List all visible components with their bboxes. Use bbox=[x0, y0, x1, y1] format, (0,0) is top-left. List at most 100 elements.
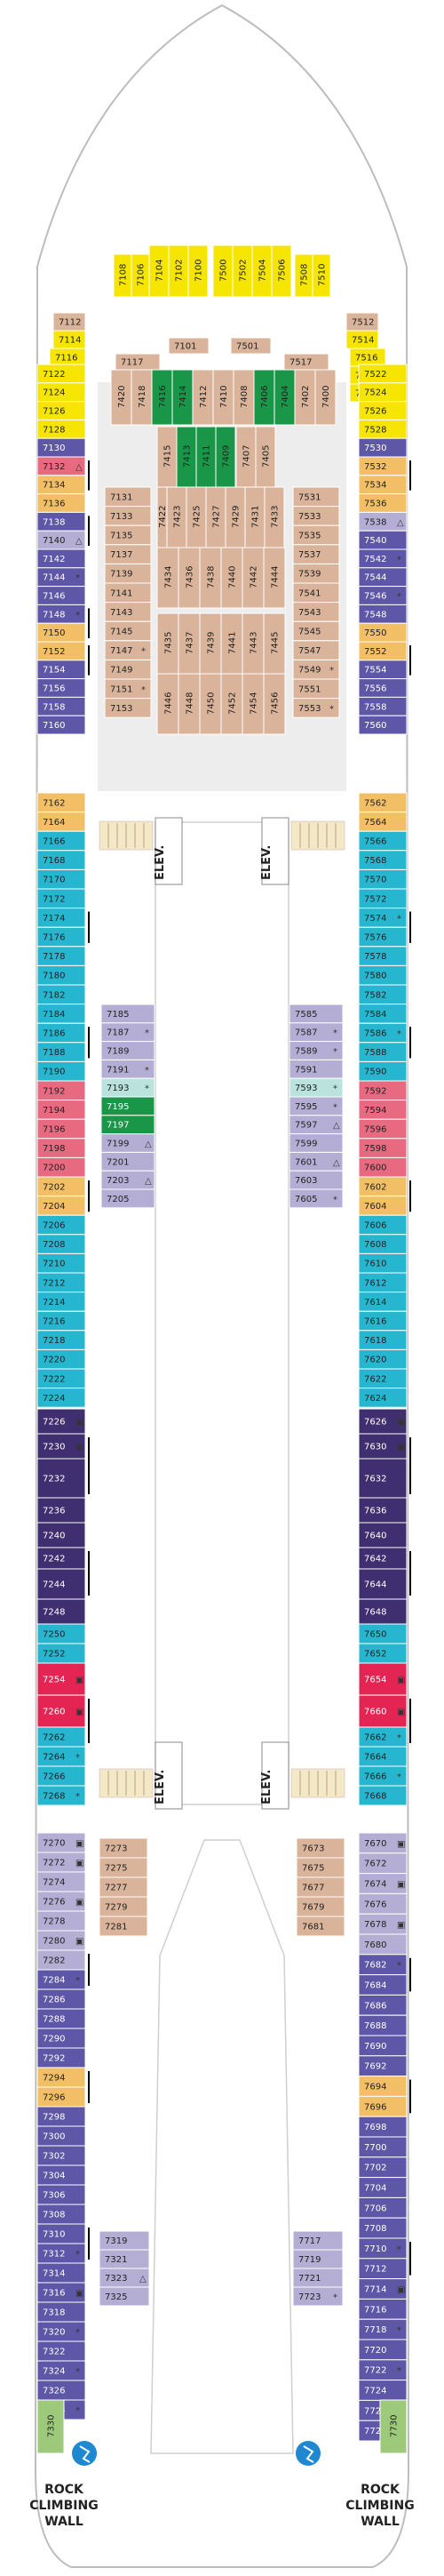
cabin-block[interactable] bbox=[100, 1188, 155, 1209]
cabin-7650[interactable]: 7650 bbox=[358, 1623, 408, 1644]
cabin-7593[interactable]: 7593 * bbox=[289, 1077, 344, 1098]
cabin-7702[interactable]: 7702 bbox=[358, 2156, 408, 2179]
cabin-7404[interactable]: 7404 bbox=[274, 369, 296, 426]
cabin-7100[interactable]: 7100 bbox=[187, 244, 209, 298]
cabin-7588[interactable]: 7588 bbox=[358, 1042, 408, 1062]
cabin-7636[interactable]: 7636 bbox=[358, 1497, 408, 1524]
cabin-7168[interactable]: 7168 bbox=[36, 850, 86, 870]
cabin-7144[interactable]: 7144 * bbox=[36, 567, 86, 588]
cabin-7508[interactable]: 7508 bbox=[294, 253, 313, 298]
cabin-7224[interactable]: 7224 bbox=[36, 1388, 86, 1408]
cabin-7199[interactable]: 7199 △ bbox=[100, 1133, 155, 1153]
cabin-block[interactable] bbox=[358, 1598, 408, 1625]
cabin-7534[interactable]: 7534 bbox=[358, 475, 408, 495]
cabin-7302[interactable]: 7302 bbox=[36, 2145, 86, 2166]
cabin-7514[interactable]: 7514 bbox=[345, 330, 379, 349]
cabin-block[interactable] bbox=[36, 715, 86, 735]
cabin-block[interactable] bbox=[379, 2399, 408, 2454]
cabin-7690[interactable]: 7690 bbox=[358, 2035, 408, 2057]
cabin-7106[interactable]: 7106 bbox=[131, 253, 150, 298]
cabin-block[interactable] bbox=[292, 698, 340, 718]
cabin-7204[interactable]: 7204 bbox=[36, 1196, 86, 1216]
cabin-7544[interactable]: 7544 bbox=[358, 567, 408, 588]
cabin-7407[interactable]: 7407 bbox=[235, 426, 257, 488]
cabin-7282[interactable]: 7282 bbox=[36, 1949, 86, 1971]
cabin-7442[interactable]: 7442 bbox=[242, 547, 265, 609]
cabin-7102[interactable]: 7102 bbox=[168, 244, 189, 298]
cabin-7652[interactable]: 7652 bbox=[358, 1643, 408, 1664]
cabin-7610[interactable]: 7610 bbox=[358, 1252, 408, 1274]
cabin-block[interactable] bbox=[220, 673, 243, 735]
cabin-7166[interactable]: 7166 bbox=[36, 830, 86, 852]
cabin-block[interactable] bbox=[36, 1497, 86, 1524]
cabin-7578[interactable]: 7578 bbox=[358, 946, 408, 966]
cabin-7517[interactable]: 7517 bbox=[283, 353, 329, 371]
cabin-7147[interactable]: 7147 * bbox=[104, 640, 152, 660]
cabin-7143[interactable]: 7143 bbox=[104, 602, 152, 622]
cabin-7668[interactable]: 7668 bbox=[358, 1785, 408, 1806]
cabin-7535[interactable]: 7535 bbox=[292, 524, 340, 546]
cabin-7423[interactable]: 7423 bbox=[166, 486, 187, 548]
cabin-7522[interactable]: 7522 bbox=[358, 364, 408, 384]
cabin-7230[interactable]: 7230 ▣ bbox=[36, 1433, 86, 1460]
cabin-7182[interactable]: 7182 bbox=[36, 984, 86, 1005]
cabin-7612[interactable]: 7612 bbox=[358, 1272, 408, 1293]
cabin-7408[interactable]: 7408 bbox=[233, 369, 255, 426]
cabin-7254[interactable]: 7254 ▣ bbox=[36, 1662, 86, 1696]
cabin-block[interactable] bbox=[263, 612, 286, 675]
cabin-7445[interactable]: 7445 bbox=[263, 612, 286, 675]
cabin-7296[interactable]: 7296 bbox=[36, 2086, 86, 2108]
cabin-7188[interactable]: 7188 bbox=[36, 1042, 86, 1062]
cabin-block[interactable] bbox=[312, 253, 331, 298]
cabin-7160[interactable]: 7160 bbox=[36, 715, 86, 735]
cabin-7202[interactable]: 7202 bbox=[36, 1176, 86, 1197]
cabin-7201[interactable]: 7201 bbox=[100, 1151, 155, 1172]
cabin-7550[interactable]: 7550 bbox=[358, 622, 408, 643]
cabin-7138[interactable]: 7138 bbox=[36, 511, 86, 532]
cabin-7186[interactable]: 7186 bbox=[36, 1022, 86, 1044]
cabin-7585[interactable]: 7585 bbox=[289, 1004, 344, 1024]
cabin-7216[interactable]: 7216 bbox=[36, 1310, 86, 1332]
cabin-7158[interactable]: 7158 bbox=[36, 696, 86, 716]
cabin-7178[interactable]: 7178 bbox=[36, 946, 86, 966]
cabin-7433[interactable]: 7433 bbox=[264, 486, 285, 548]
cabin-7122[interactable]: 7122 bbox=[36, 364, 86, 384]
cabin-7116[interactable]: 7116 bbox=[49, 348, 86, 367]
cabin-7682[interactable]: 7682 * bbox=[358, 1954, 408, 1976]
cabin-7250[interactable]: 7250 bbox=[36, 1623, 86, 1644]
cabin-7140[interactable]: 7140 △ bbox=[36, 530, 86, 550]
cabin-block[interactable] bbox=[36, 1522, 86, 1548]
cabin-7680[interactable]: 7680 bbox=[358, 1933, 408, 1956]
cabin-block[interactable] bbox=[104, 698, 152, 718]
cabin-7446[interactable]: 7446 bbox=[156, 673, 179, 735]
cabin-7644[interactable]: 7644 bbox=[358, 1568, 408, 1600]
cabin-7133[interactable]: 7133 bbox=[104, 506, 152, 526]
cabin-7677[interactable]: 7677 bbox=[296, 1876, 345, 1898]
cabin-7622[interactable]: 7622 bbox=[358, 1368, 408, 1389]
cabin-7717[interactable]: 7717 bbox=[292, 2230, 344, 2251]
cabin-7410[interactable]: 7410 bbox=[212, 369, 234, 426]
cabin-7266[interactable]: 7266 bbox=[36, 1765, 86, 1787]
cabin-7174[interactable]: 7174 bbox=[36, 908, 86, 928]
cabin-7700[interactable]: 7700 bbox=[358, 2136, 408, 2158]
cabin-7597[interactable]: 7597 △ bbox=[289, 1115, 344, 1135]
cabin-7543[interactable]: 7543 bbox=[292, 602, 340, 622]
cabin-7409[interactable]: 7409 bbox=[215, 426, 236, 488]
cabin-7572[interactable]: 7572 bbox=[358, 888, 408, 909]
cabin-7440[interactable]: 7440 bbox=[220, 547, 243, 609]
cabin-7435[interactable]: 7435 bbox=[156, 612, 179, 675]
cabin-7136[interactable]: 7136 bbox=[36, 493, 86, 513]
cabin-7666[interactable]: 7666 * bbox=[358, 1765, 408, 1787]
cabin-7603[interactable]: 7603 bbox=[289, 1170, 344, 1190]
cabin-7562[interactable]: 7562 bbox=[358, 792, 408, 813]
cabin-7416[interactable]: 7416 bbox=[151, 369, 173, 426]
cabin-7648[interactable]: 7648 bbox=[358, 1598, 408, 1625]
cabin-7156[interactable]: 7156 bbox=[36, 678, 86, 698]
cabin-7406[interactable]: 7406 bbox=[253, 369, 275, 426]
cabin-7252[interactable]: 7252 bbox=[36, 1643, 86, 1664]
cabin-7437[interactable]: 7437 bbox=[178, 612, 201, 675]
cabin-7141[interactable]: 7141 bbox=[104, 582, 152, 604]
cabin-7273[interactable]: 7273 bbox=[99, 1837, 148, 1859]
cabin-7510[interactable]: 7510 bbox=[312, 253, 331, 298]
cabin-block[interactable] bbox=[36, 1662, 86, 1696]
